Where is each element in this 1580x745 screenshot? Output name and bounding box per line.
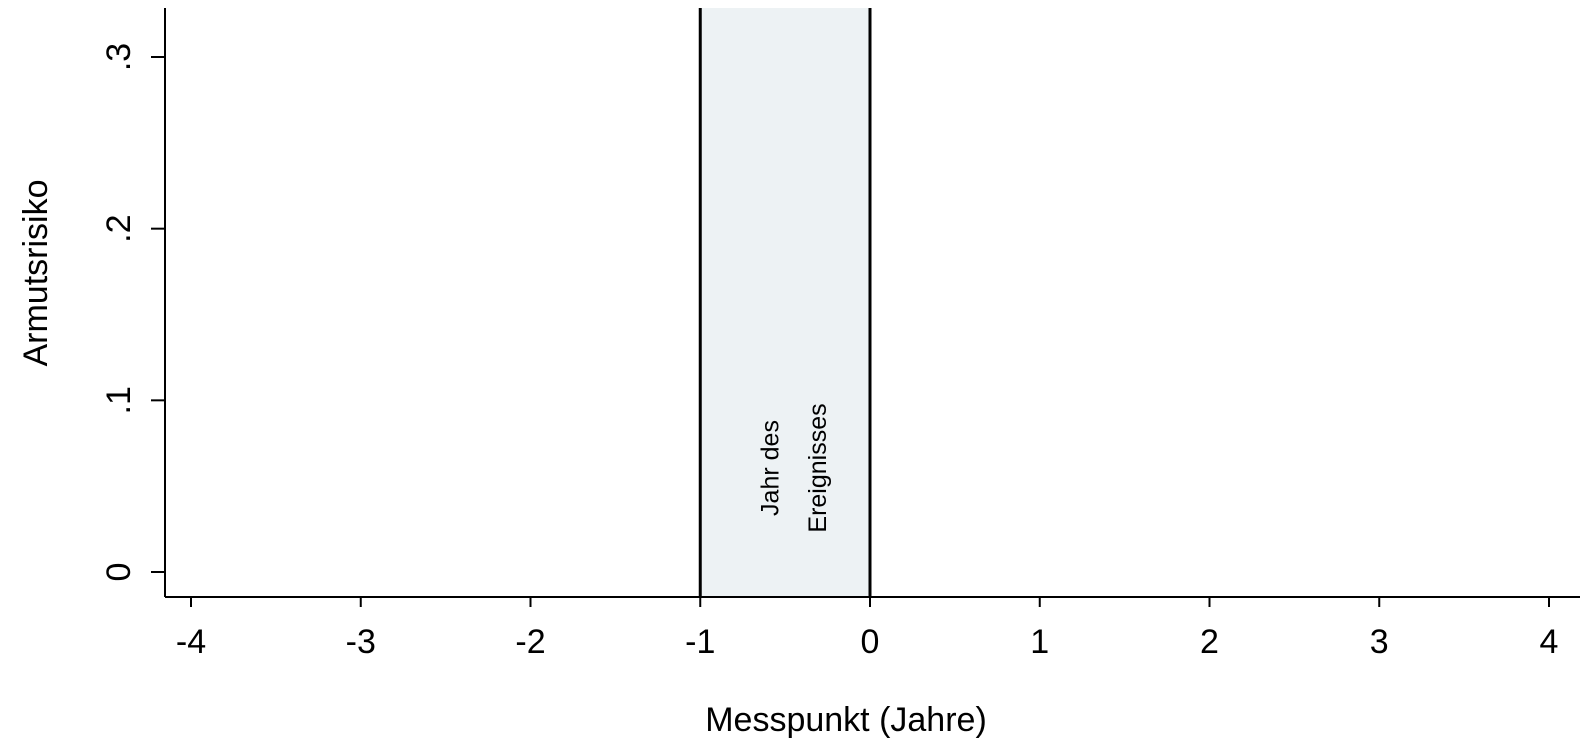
event-annotation-line-1: Jahr des [757, 420, 785, 516]
x-tick-label: -2 [515, 623, 545, 661]
y-tick-label: 0 [100, 563, 138, 582]
x-tick-label: 0 [861, 623, 880, 661]
x-axis-title: Messpunkt (Jahre) [705, 701, 987, 739]
x-axis-ticks: -4 -3 -2 -1 0 1 2 3 4 [176, 597, 1559, 661]
y-tick-label: .2 [100, 214, 138, 242]
x-tick-label: -3 [346, 623, 376, 661]
x-tick-label: 3 [1370, 623, 1389, 661]
event-year-region [700, 8, 870, 597]
event-annotation: Jahr des Ereignisses [757, 403, 833, 532]
event-annotation-line-2: Ereignisses [804, 403, 832, 532]
x-tick-label: -1 [685, 623, 715, 661]
y-axis-ticks: 0 .1 .2 .3 [100, 43, 165, 582]
event-boundary-lines [698, 8, 872, 597]
x-tick-label: 2 [1200, 623, 1219, 661]
y-tick-label: .1 [100, 386, 138, 414]
x-tick-label: 4 [1540, 623, 1559, 661]
y-axis-title: Armutsrisiko [17, 179, 55, 366]
y-tick-label: .3 [100, 43, 138, 71]
x-tick-label: 1 [1030, 623, 1049, 661]
x-tick-label: -4 [176, 623, 206, 661]
